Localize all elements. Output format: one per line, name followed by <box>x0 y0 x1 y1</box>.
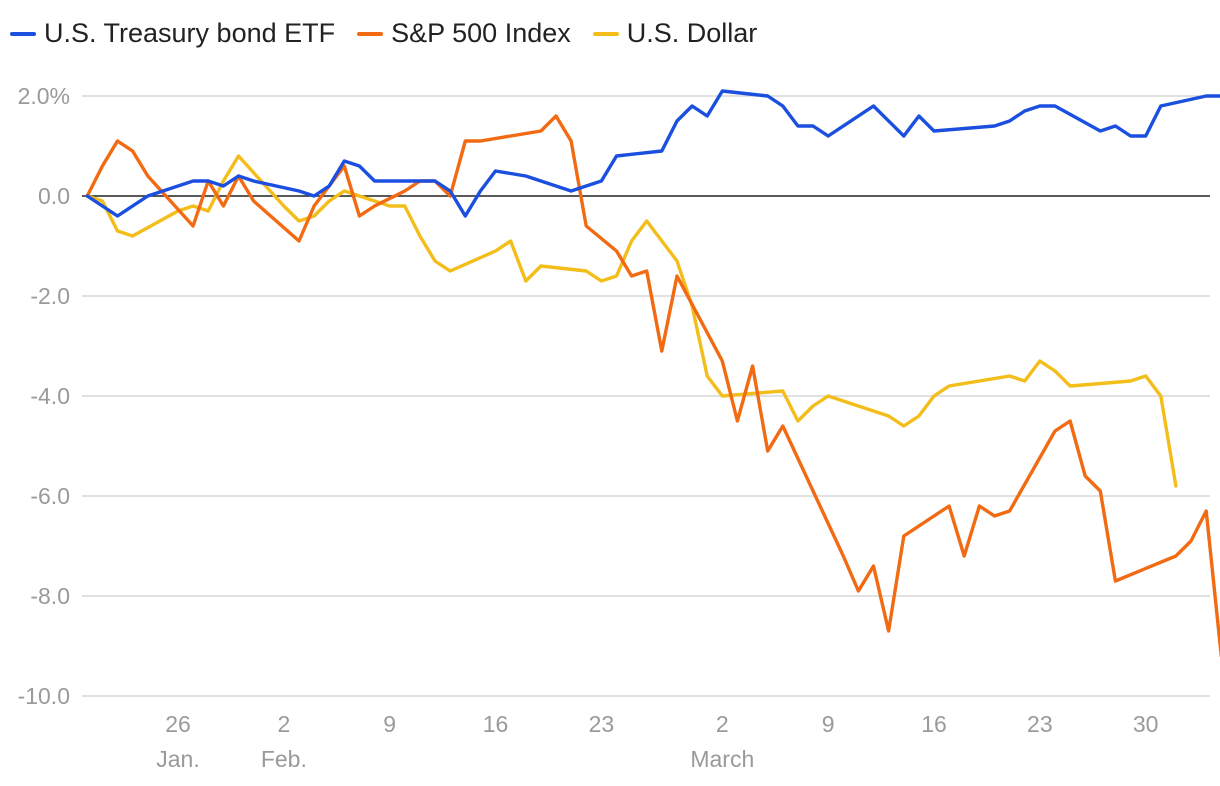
y-axis-ticks: 2.0% 0.0 -2.0 -4.0 -6.0 -8.0 -10.0 <box>18 83 70 709</box>
gridlines <box>82 95 1210 697</box>
us-dollar-line <box>85 154 1178 488</box>
legend-swatch-dollar <box>592 31 619 36</box>
x-tick-label: 23 <box>589 711 615 737</box>
x-tick-label: 26 <box>165 711 191 737</box>
legend-swatch-treasury <box>10 31 36 36</box>
y-tick-label: -10.0 <box>18 683 70 709</box>
legend-label-dollar: U.S. Dollar <box>626 18 758 48</box>
series-lines <box>85 89 1220 658</box>
month-label: Feb. <box>261 746 307 772</box>
x-tick-label: 30 <box>1133 711 1159 737</box>
x-tick-label: 2 <box>716 711 729 737</box>
y-tick-label: -6.0 <box>30 483 70 509</box>
x-tick-label: 16 <box>921 711 947 737</box>
y-tick-label: -2.0 <box>30 283 70 309</box>
sp500-index-line <box>85 114 1220 658</box>
x-tick-label: 16 <box>483 711 509 737</box>
x-axis-ticks: 26 2 9 16 23 2 9 16 23 30 Jan. Feb. March <box>156 711 1158 772</box>
x-tick-label: 2 <box>277 711 290 737</box>
legend-item-dollar: U.S. Dollar <box>592 18 758 49</box>
y-tick-label: -4.0 <box>30 383 70 409</box>
x-tick-label: 9 <box>383 711 396 737</box>
month-label: Jan. <box>156 746 199 772</box>
legend-item-treasury: U.S. Treasury bond ETF <box>10 18 335 49</box>
chart-legend: U.S. Treasury bond ETF S&P 500 Index U.S… <box>10 18 757 49</box>
legend-swatch-sp500 <box>357 31 384 36</box>
y-tick-label: -8.0 <box>30 583 70 609</box>
legend-label-sp500: S&P 500 Index <box>391 18 571 48</box>
month-label: March <box>690 746 754 772</box>
legend-label-treasury: U.S. Treasury bond ETF <box>44 18 336 48</box>
y-tick-label: 2.0% <box>18 83 70 109</box>
y-tick-label: 0.0 <box>38 183 70 209</box>
x-tick-label: 9 <box>822 711 835 737</box>
treasury-bond-etf-line <box>85 89 1220 218</box>
legend-item-sp500: S&P 500 Index <box>357 18 571 49</box>
x-tick-label: 23 <box>1027 711 1053 737</box>
